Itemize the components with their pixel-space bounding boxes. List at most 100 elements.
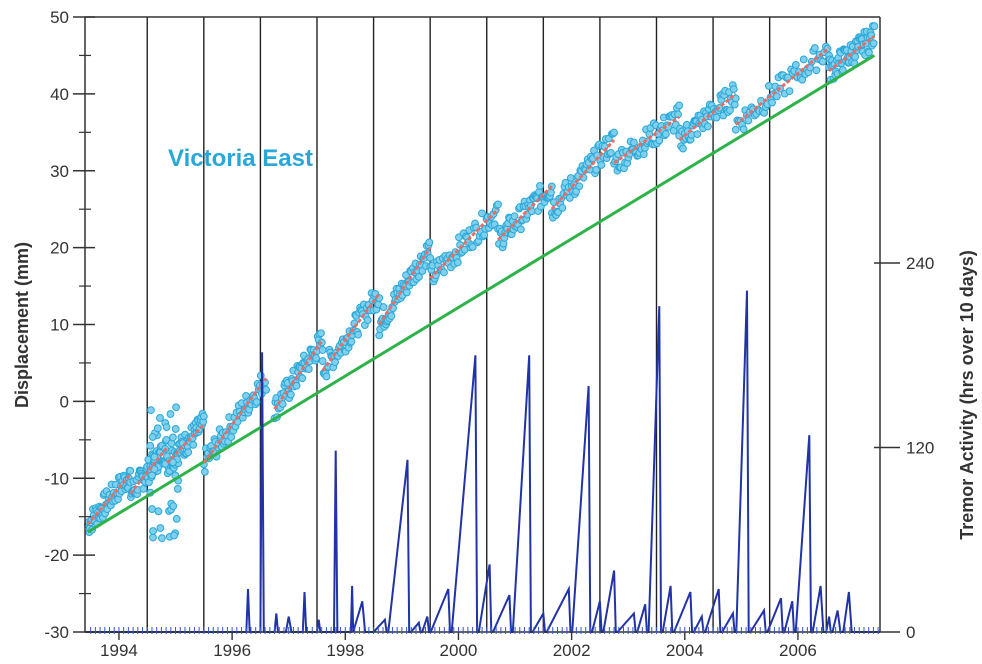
y-left-tick-label: 30 <box>50 162 69 181</box>
scatter-point <box>680 145 687 152</box>
scatter-point <box>732 126 739 133</box>
scatter-point <box>157 525 164 532</box>
y-right-tick-label: 0 <box>906 623 915 642</box>
scatter-point <box>163 424 170 431</box>
scatter-point <box>149 434 156 441</box>
scatter-point <box>800 56 807 63</box>
scatter-point <box>170 503 177 510</box>
y-left-tick-label: 20 <box>50 239 69 258</box>
scatter-point <box>769 99 776 106</box>
y-right-tick-label: 240 <box>906 254 934 273</box>
scatter-point <box>559 204 566 211</box>
scatter-point <box>376 332 383 339</box>
scatter-point <box>323 373 330 380</box>
y-left-tick-label: 0 <box>60 392 69 411</box>
scatter-point <box>517 226 524 233</box>
scatter-point <box>576 183 583 190</box>
scatter-point <box>318 330 325 337</box>
scatter-point <box>567 175 574 182</box>
scatter-point <box>170 459 177 466</box>
scatter-point <box>319 347 326 354</box>
scatter-point <box>427 254 434 261</box>
scatter-point <box>495 201 502 208</box>
series-label: Victoria East <box>168 145 313 172</box>
scatter-point <box>313 355 320 362</box>
scatter-point <box>364 317 371 324</box>
scatter-point <box>745 117 752 124</box>
scatter-point <box>786 88 793 95</box>
scatter-point <box>403 289 410 296</box>
scatter-point <box>426 239 433 246</box>
y-left-tick-label: 10 <box>50 316 69 335</box>
scatter-point <box>511 213 518 220</box>
x-tick-label: 2006 <box>779 641 817 660</box>
y-left-tick-label: 50 <box>50 8 69 27</box>
scatter-point <box>174 486 181 493</box>
scatter-point <box>155 508 162 515</box>
scatter-point <box>201 468 208 475</box>
scatter-point <box>731 101 738 108</box>
x-tick-label: 2004 <box>666 641 704 660</box>
scatter-point <box>811 45 818 52</box>
scatter-point <box>171 532 178 539</box>
scatter-point <box>852 53 859 60</box>
y-axis-label-left: Displacement (mm) <box>12 242 32 408</box>
scatter-point <box>713 114 720 121</box>
scatter-point <box>704 123 711 130</box>
scatter-point <box>454 259 461 266</box>
scatter-point <box>157 415 164 422</box>
y-left-tick-label: -20 <box>44 546 69 565</box>
scatter-point <box>127 467 134 474</box>
scatter-point <box>319 358 326 365</box>
scatter-point <box>676 102 683 109</box>
scatter-point <box>694 131 701 138</box>
scatter-point <box>228 434 235 441</box>
y-left-tick-label: -30 <box>44 623 69 642</box>
scatter-point <box>730 86 737 93</box>
scatter-point <box>792 61 799 68</box>
y-left-tick-label: 40 <box>50 85 69 104</box>
scatter-point <box>147 442 154 449</box>
scatter-point <box>190 441 197 448</box>
scatter-point <box>380 304 387 311</box>
scatter-point <box>253 399 260 406</box>
scatter-point <box>819 58 826 65</box>
scatter-point <box>537 182 544 189</box>
scatter-point <box>727 107 734 114</box>
scatter-point <box>631 139 638 146</box>
scatter-point <box>299 375 306 382</box>
scatter-point <box>662 131 669 138</box>
scatter-point <box>640 151 647 158</box>
scatter-point <box>611 129 618 136</box>
scatter-point <box>263 386 270 393</box>
scatter-point <box>185 449 192 456</box>
scatter-point <box>140 486 147 493</box>
scatter-point <box>173 515 180 522</box>
scatter-point <box>441 269 448 276</box>
scatter-point <box>481 232 488 239</box>
x-tick-label: 2000 <box>440 641 478 660</box>
scatter-point <box>173 404 180 411</box>
scatter-point <box>287 391 294 398</box>
x-tick-label: 2002 <box>553 641 591 660</box>
scatter-point <box>305 366 312 373</box>
fit-segment <box>736 48 829 125</box>
scatter-point <box>871 23 878 30</box>
scatter-point <box>355 331 362 338</box>
x-tick-label: 1996 <box>213 641 251 660</box>
scatter-point <box>348 338 355 345</box>
scatter-point <box>150 534 157 541</box>
scatter-point <box>167 411 174 418</box>
scatter-point <box>200 413 207 420</box>
x-tick-label: 1994 <box>100 641 138 660</box>
scatter-point <box>766 83 773 90</box>
scatter-point <box>159 535 166 542</box>
scatter-point <box>656 137 663 144</box>
scatter-point <box>150 528 157 535</box>
scatter-point <box>866 49 873 56</box>
x-tick-label: 1998 <box>326 641 364 660</box>
scatter-point <box>172 426 179 433</box>
scatter-point <box>170 434 177 441</box>
scatter-point <box>388 313 395 320</box>
